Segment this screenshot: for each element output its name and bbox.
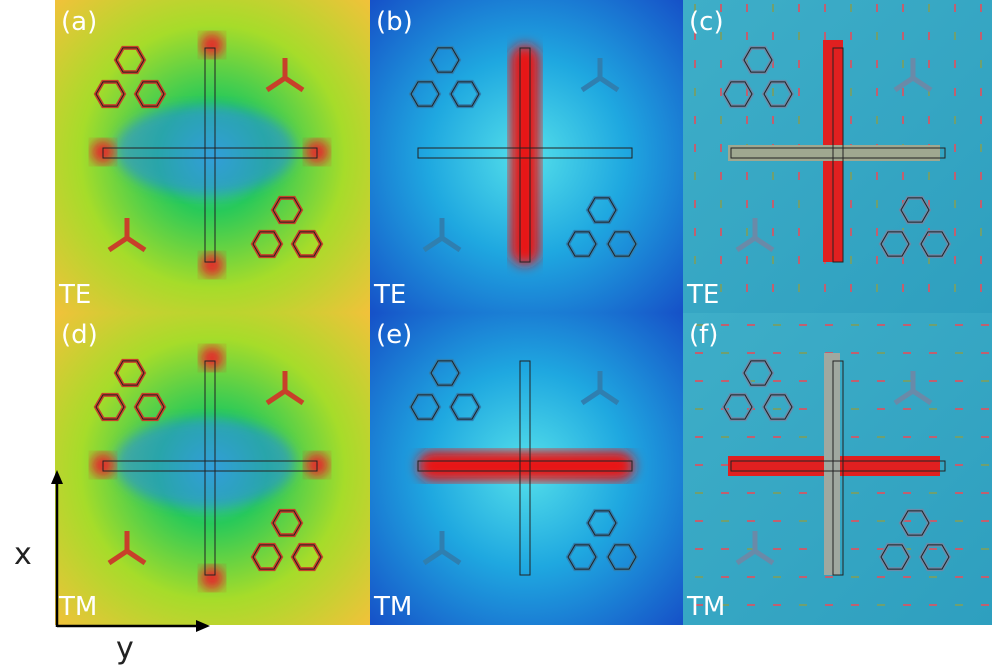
panel: (d) TM (55, 313, 370, 625)
y-axis-label: y (116, 631, 134, 665)
panel-label: (a) (61, 7, 97, 37)
panel-content (55, 0, 370, 313)
panel: (c) TE (683, 0, 992, 313)
mode-label: TE (686, 280, 719, 310)
panel-content (55, 313, 370, 625)
current-weak (824, 353, 840, 575)
field-hot (510, 45, 540, 265)
field-hot (418, 451, 634, 481)
panel-content (683, 313, 992, 625)
mode-label: TE (58, 280, 91, 310)
mode-label: TE (373, 280, 406, 310)
panel: (b) TE (370, 0, 683, 313)
mode-label: TM (58, 592, 97, 622)
panel-content (370, 313, 683, 625)
panel-content (683, 0, 992, 313)
mode-label: TM (373, 592, 412, 622)
panels: (a) TE (b) TE (c) TE (d) TM (e) TM (f) TM (55, 0, 992, 625)
panel: (e) TM (370, 313, 683, 625)
current-weak (728, 145, 940, 161)
panel: (f) TM (683, 313, 992, 625)
mode-label: TM (686, 592, 725, 622)
panel-label: (d) (61, 320, 98, 350)
panel-label: (e) (376, 320, 412, 350)
panel-label: (f) (689, 320, 718, 350)
panel: (a) TE (55, 0, 370, 313)
panel-content (370, 0, 683, 313)
field-hotspot (200, 33, 224, 57)
panel-label: (b) (376, 7, 413, 37)
figure: (a) TE (b) TE (c) TE (d) TM (e) TM (f) TM x y (0, 0, 992, 665)
field-hotspot (200, 253, 224, 277)
field-hotspot (200, 566, 224, 590)
x-axis-label: x (14, 537, 32, 572)
panel-label: (c) (689, 7, 724, 37)
field-hotspot (200, 346, 224, 370)
